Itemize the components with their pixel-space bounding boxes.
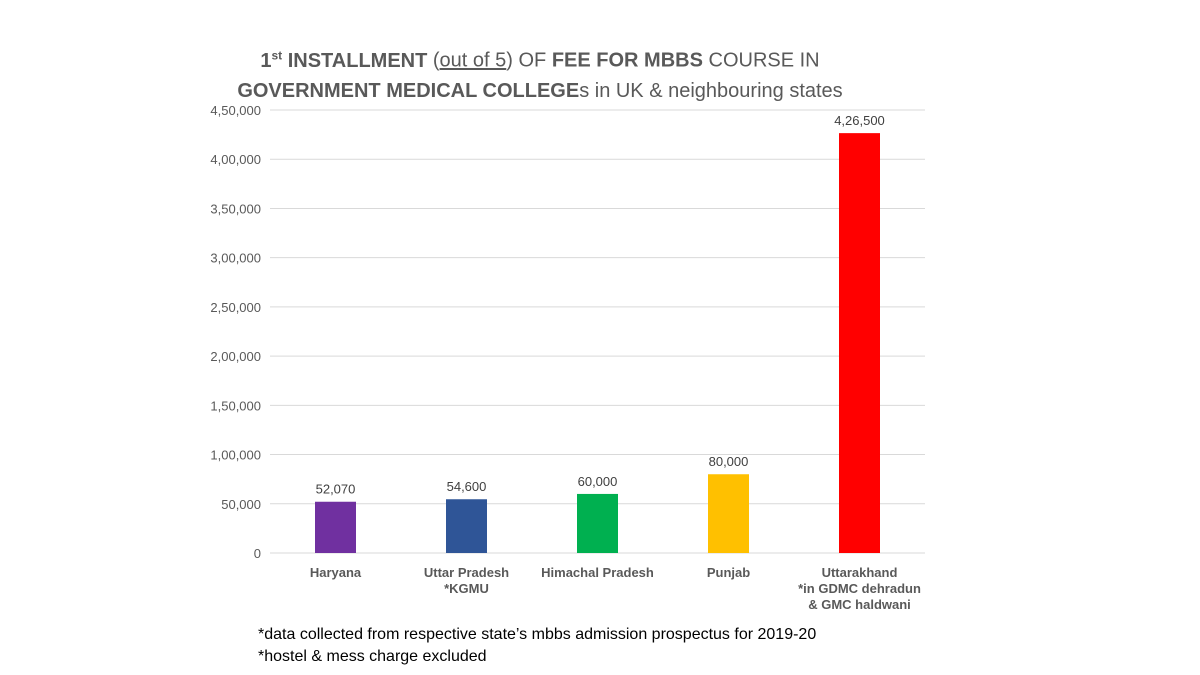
x-tick-label: *KGMU bbox=[444, 581, 489, 596]
y-tick-label: 1,50,000 bbox=[210, 398, 261, 413]
y-tick-label: 2,50,000 bbox=[210, 300, 261, 315]
data-label: 54,600 bbox=[447, 479, 487, 494]
chart-title: 1st INSTALLMENT (out of 5) OF FEE FOR MB… bbox=[0, 40, 1080, 106]
gridlines bbox=[270, 109, 925, 554]
bar bbox=[577, 493, 618, 553]
y-tick-label: 3,50,000 bbox=[210, 201, 261, 216]
title-text: ) OF bbox=[506, 49, 552, 72]
y-tick-label: 3,00,000 bbox=[210, 251, 261, 266]
x-axis: Haryana Uttar Pradesh*KGMU Himachal Prades… bbox=[310, 565, 921, 612]
chart-title-line-1: 1st INSTALLMENT (out of 5) OF FEE FOR MB… bbox=[0, 40, 1080, 76]
data-label: 52,070 bbox=[316, 482, 356, 497]
data-label: 4,26,500 bbox=[834, 113, 885, 128]
x-tick-label: Haryana bbox=[310, 565, 362, 580]
footnotes: *data collected from respective state’s … bbox=[258, 624, 816, 668]
bar bbox=[446, 499, 487, 553]
title-text: s in UK & neighbouring states bbox=[579, 79, 843, 102]
bar bbox=[315, 501, 356, 553]
bar bbox=[708, 474, 749, 553]
title-bold-text: FEE FOR MBBS bbox=[551, 49, 703, 72]
title-text: 1 bbox=[260, 49, 272, 72]
title-text: ( bbox=[427, 49, 440, 72]
y-tick-label: 0 bbox=[254, 546, 261, 561]
x-tick-label: Uttarakhand bbox=[822, 565, 898, 580]
title-text: COURSE IN bbox=[702, 49, 820, 72]
data-labels: 52,070 54,600 60,000 80,000 4,26,500 bbox=[316, 113, 885, 497]
title-underlined-text: out of 5 bbox=[439, 49, 507, 72]
x-tick-label: Uttar Pradesh bbox=[424, 565, 509, 580]
x-tick-label: Punjab bbox=[707, 565, 750, 580]
x-tick-label: & GMC haldwani bbox=[808, 597, 911, 612]
bars bbox=[315, 133, 880, 553]
x-tick-label: *in GDMC dehradun bbox=[798, 581, 921, 596]
data-label: 60,000 bbox=[578, 474, 618, 489]
title-superscript: st bbox=[271, 48, 283, 62]
y-tick-label: 2,00,000 bbox=[210, 349, 261, 364]
y-tick-label: 50,000 bbox=[221, 497, 261, 512]
footnote: *hostel & mess charge excluded bbox=[258, 648, 487, 665]
y-axis: 0 50,000 1,00,000 1,50,000 2,00,000 2,50,000 3… bbox=[210, 103, 261, 561]
chart-title-line-2: GOVERNMENT MEDICAL COLLEGEs in UK & neig… bbox=[0, 76, 1080, 106]
title-text: INSTALLMENT bbox=[282, 49, 428, 72]
y-tick-label: 4,00,000 bbox=[210, 152, 261, 167]
footnote: *data collected from respective state’s … bbox=[258, 626, 817, 643]
data-label: 80,000 bbox=[709, 454, 749, 469]
bar bbox=[839, 133, 880, 553]
y-tick-label: 1,00,000 bbox=[210, 448, 261, 463]
x-tick-label: Himachal Pradesh bbox=[541, 565, 654, 580]
title-bold-text: GOVERNMENT MEDICAL COLLEGE bbox=[237, 79, 580, 102]
y-tick-label: 4,50,000 bbox=[210, 103, 261, 118]
